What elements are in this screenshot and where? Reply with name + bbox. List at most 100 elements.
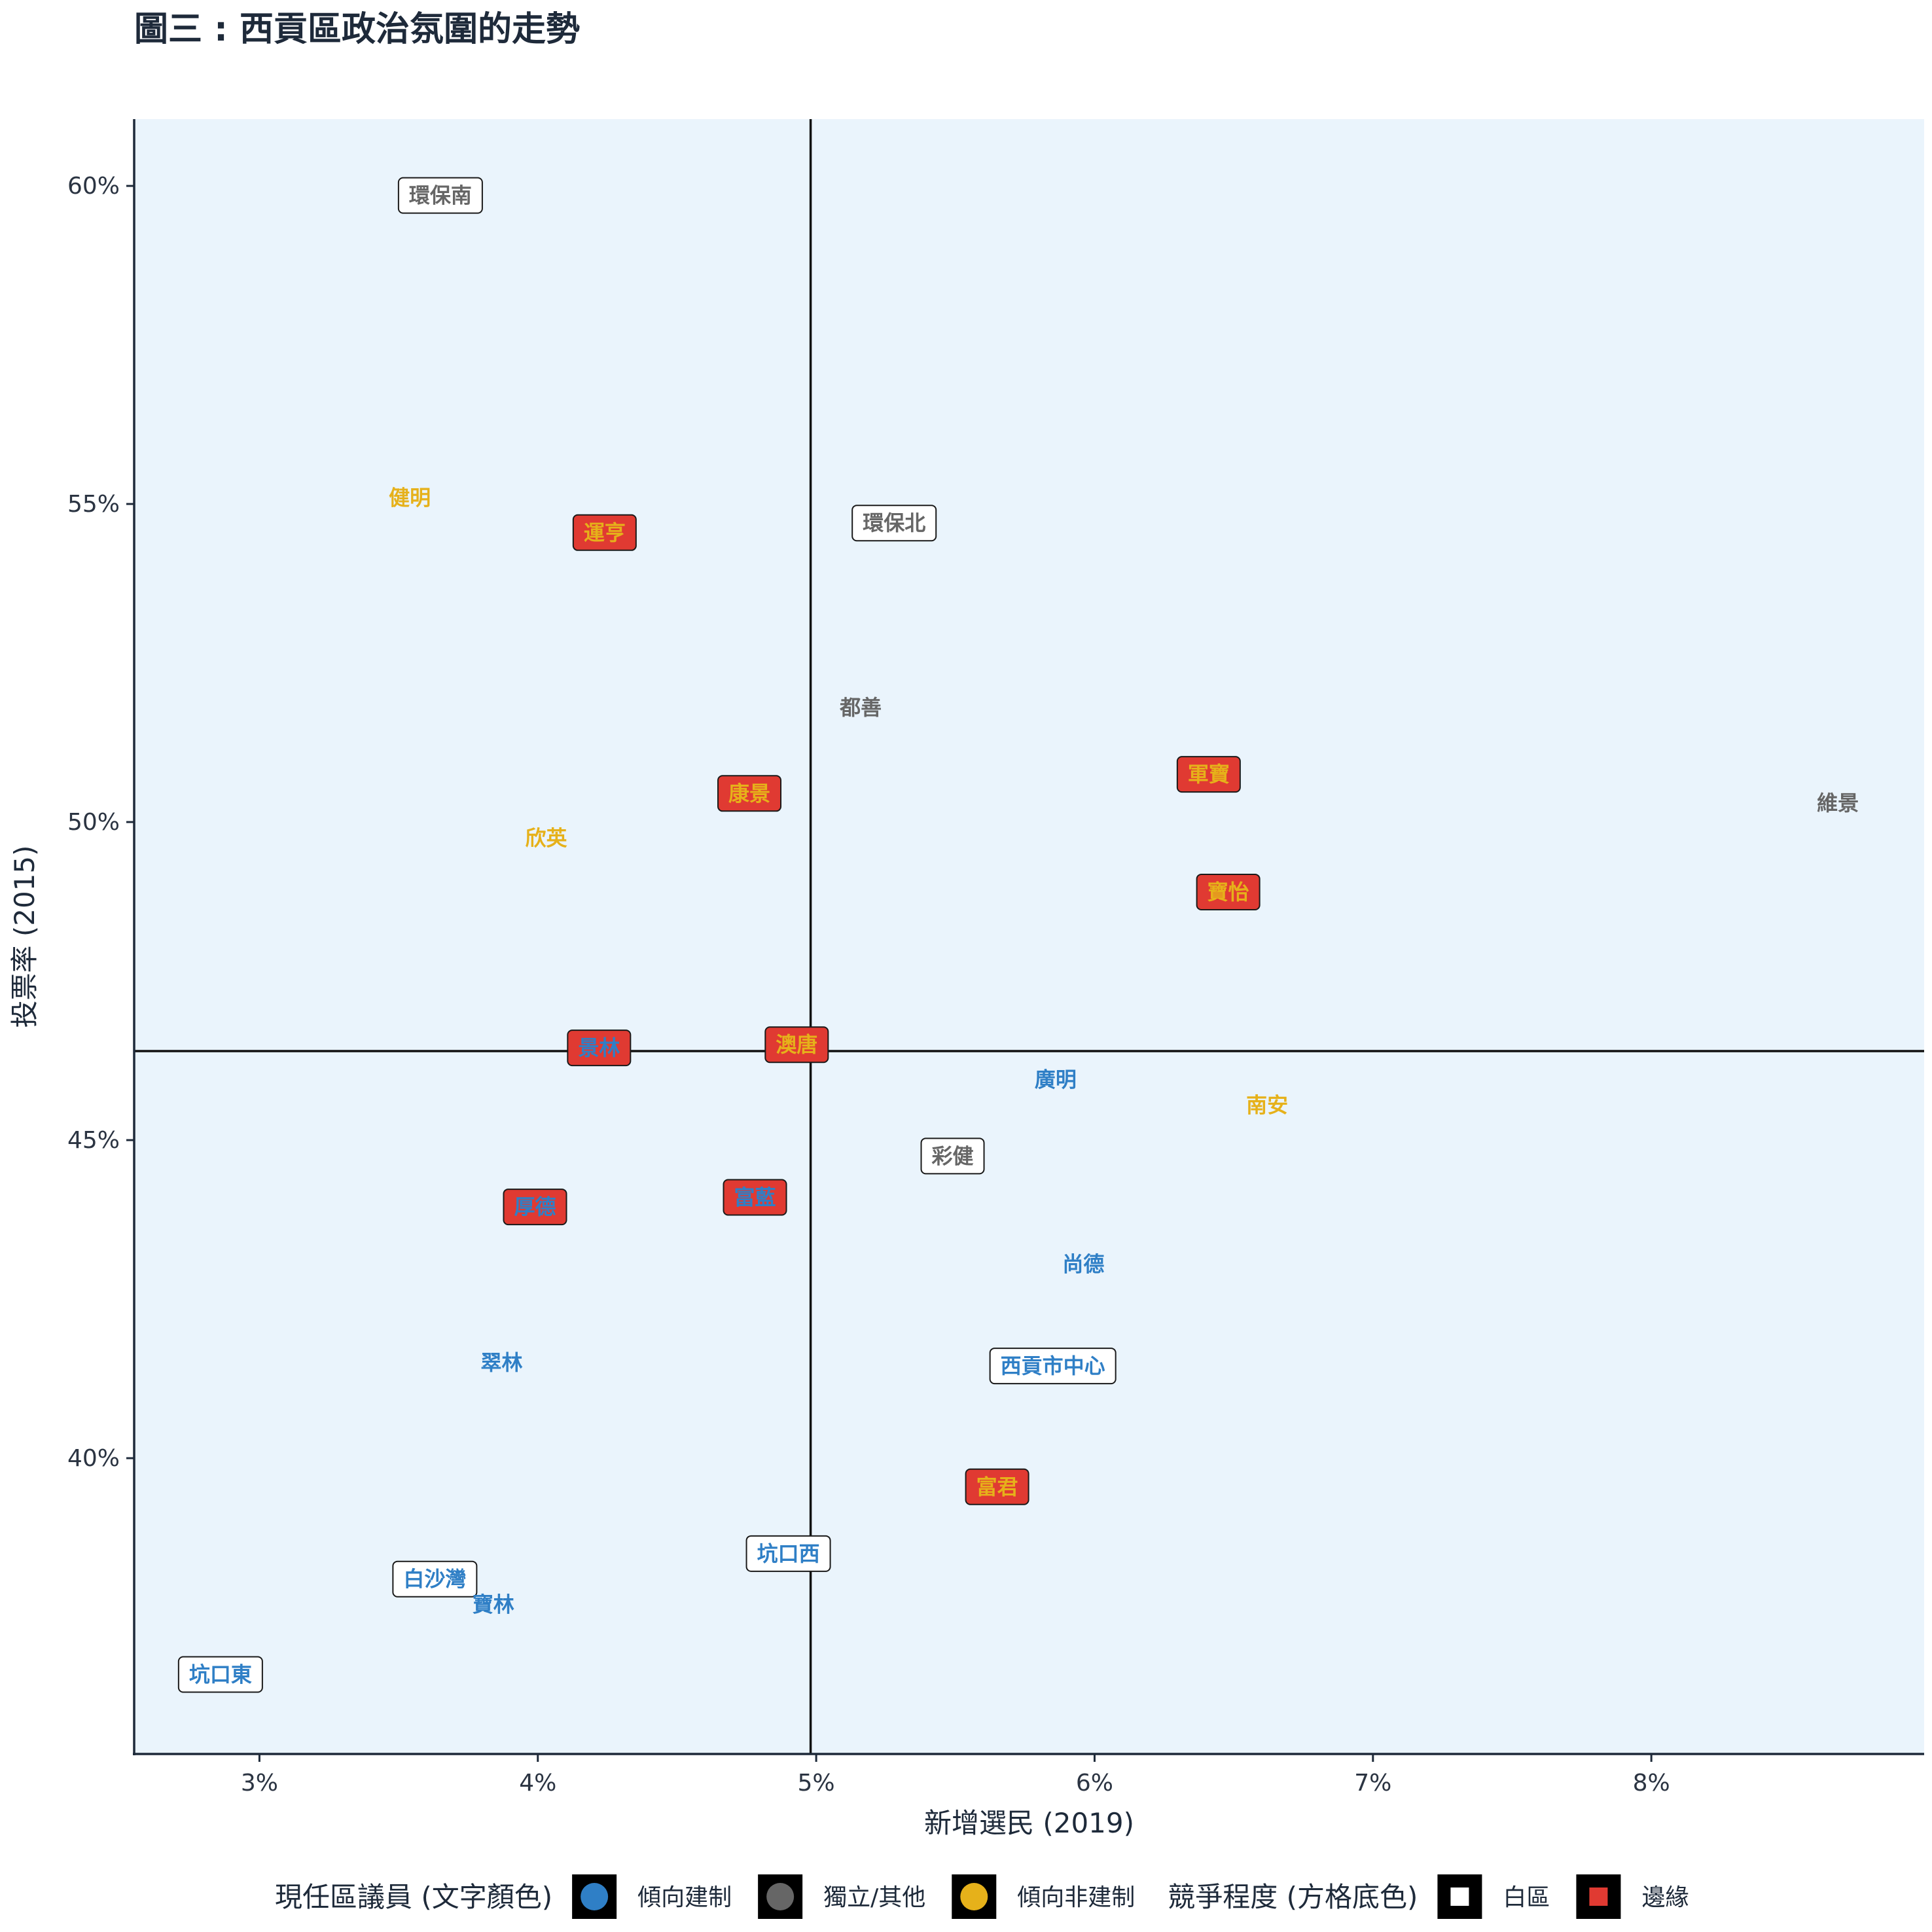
legend-circle-marker: [766, 1883, 795, 1910]
legend-label: 白區: [1503, 1884, 1550, 1911]
data-point: 翠林: [480, 1350, 522, 1375]
legend-circle-marker: [960, 1883, 988, 1910]
x-tick-label: 3%: [241, 1770, 278, 1797]
data-point: 環保北: [851, 505, 937, 542]
legend-item: 傾向建制: [572, 1874, 732, 1919]
data-point: 寶怡: [1196, 873, 1261, 910]
data-point: 景林: [567, 1029, 632, 1067]
legend-label: 邊緣: [1641, 1884, 1689, 1911]
plot-panel: [134, 119, 1924, 1754]
chart-title: 圖三 : 西貢區政治氛圍的走勢: [134, 10, 580, 49]
legend-title-incumbent: 現任區議員 (文字顏色): [275, 1881, 552, 1913]
data-point: 西貢市中心: [989, 1348, 1117, 1385]
point-label: 厚德: [514, 1194, 556, 1219]
legend-title-competition: 競爭程度 (方格底色): [1168, 1881, 1418, 1913]
x-tick-label: 8%: [1633, 1770, 1670, 1797]
x-axis-ticks: 3% 4% 5% 6% 7% 8%: [241, 1754, 1670, 1797]
point-label: 富藍: [734, 1185, 776, 1210]
y-tick-label: 55%: [67, 491, 120, 518]
point-label-box: [503, 1189, 567, 1226]
point-label: 澳唐: [776, 1032, 817, 1057]
point-label: 環保南: [409, 183, 472, 208]
point-label: 康景: [728, 781, 770, 806]
data-point: 欣英: [526, 825, 568, 850]
legend-circle-marker: [581, 1883, 609, 1910]
data-point: 維景: [1817, 791, 1859, 815]
point-label-box: [764, 1026, 829, 1064]
point-label: 環保北: [863, 510, 925, 535]
point-label: 尚德: [1062, 1252, 1104, 1277]
point-label-box: [177, 1656, 263, 1693]
data-point: 白沙灣: [392, 1560, 478, 1598]
point-label-box: [1176, 756, 1241, 793]
y-axis-title: 投票率 (2015): [9, 845, 41, 1028]
axes: [133, 119, 1924, 1755]
data-point: 軍寶: [1176, 756, 1241, 793]
point-label: 都善: [839, 695, 882, 720]
data-point: 坑口西: [745, 1535, 831, 1572]
legend-item: 邊緣: [1576, 1874, 1689, 1919]
point-label: 運亨: [584, 520, 626, 545]
point-label: 坑口西: [757, 1541, 820, 1566]
legend-label: 獨立/其他: [823, 1884, 925, 1911]
point-label: 廣明: [1035, 1067, 1077, 1092]
point-label-box: [1196, 873, 1261, 910]
legend-label: 傾向建制: [637, 1884, 732, 1911]
point-label: 翠林: [480, 1350, 522, 1375]
data-point: 澳唐: [764, 1026, 829, 1064]
x-tick-label: 7%: [1354, 1770, 1391, 1797]
data-point: 都善: [839, 695, 882, 720]
y-tick-label: 60%: [67, 173, 120, 200]
data-point: 康景: [717, 775, 782, 812]
data-point: 運亨: [572, 514, 637, 551]
point-label-box: [965, 1468, 1029, 1505]
legend-label: 傾向非建制: [1017, 1884, 1135, 1911]
point-label: 軍寶: [1188, 762, 1230, 787]
y-tick-label: 50%: [67, 809, 120, 836]
point-label: 景林: [578, 1035, 620, 1060]
point-label-box: [851, 505, 937, 542]
point-label: 健明: [389, 485, 431, 510]
point-label-box: [567, 1029, 632, 1067]
x-tick-label: 4%: [519, 1770, 556, 1797]
data-point: 富君: [965, 1468, 1029, 1505]
point-label: 坑口東: [189, 1662, 252, 1687]
y-axis-ticks: 40% 45% 50% 55% 60%: [67, 173, 134, 1472]
legend-item: 傾向非建制: [952, 1874, 1135, 1919]
data-point: 厚德: [503, 1189, 567, 1226]
point-label: 寶怡: [1208, 880, 1249, 904]
point-label: 富君: [976, 1475, 1018, 1499]
x-tick-label: 5%: [798, 1770, 835, 1797]
point-label-box: [989, 1348, 1117, 1385]
data-point: 廣明: [1035, 1067, 1077, 1092]
point-label: 西貢市中心: [1001, 1353, 1105, 1378]
legend-item: 獨立/其他: [758, 1874, 925, 1919]
x-tick-label: 6%: [1076, 1770, 1113, 1797]
point-label-box: [717, 775, 782, 812]
data-point: 寶林: [473, 1592, 514, 1617]
data-point: 健明: [389, 485, 431, 510]
y-tick-label: 45%: [67, 1127, 120, 1154]
point-label-box: [392, 1560, 478, 1598]
data-point: 環保南: [397, 177, 483, 214]
point-label: 寶林: [473, 1592, 514, 1617]
data-point: 富藍: [723, 1179, 787, 1216]
data-point: 尚德: [1062, 1252, 1104, 1277]
point-label: 維景: [1817, 791, 1859, 815]
point-label: 白沙灣: [403, 1567, 466, 1592]
data-point: 彩健: [920, 1137, 985, 1175]
point-label-box: [397, 177, 483, 214]
point-label-box: [920, 1137, 985, 1175]
data-point: 南安: [1246, 1093, 1288, 1118]
x-axis-title: 新增選民 (2019): [924, 1807, 1134, 1839]
point-label: 彩健: [932, 1143, 974, 1168]
point-label: 南安: [1246, 1093, 1288, 1118]
legend: 現任區議員 (文字顏色) 傾向建制 獨立/其他 傾向非建制 競爭程度 (方格底色) 白區 邊…: [275, 1874, 1689, 1919]
legend-square-marker: [1450, 1887, 1469, 1906]
reference-lines: [134, 119, 1924, 1754]
point-label-box: [723, 1179, 787, 1216]
point-label: 欣英: [526, 825, 568, 850]
legend-square-marker: [1589, 1887, 1608, 1906]
